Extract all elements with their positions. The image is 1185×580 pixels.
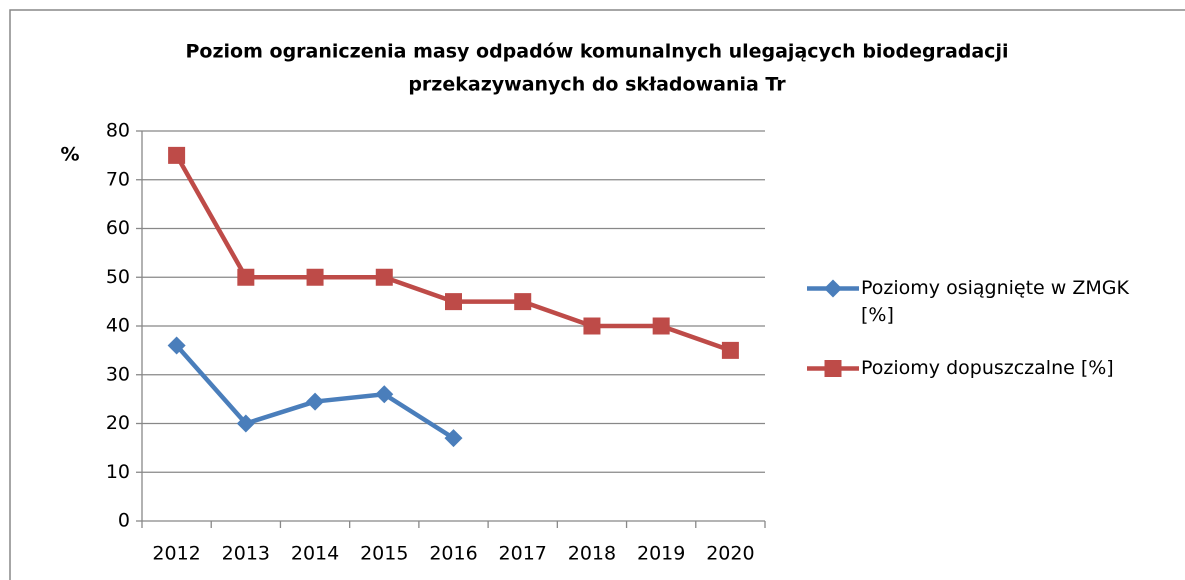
- legend-marker: [824, 279, 842, 298]
- data-point: [236, 414, 255, 433]
- data-point: [445, 293, 462, 311]
- x-tick-label: 2014: [291, 543, 339, 565]
- chart-title: Poziom ograniczenia masy odpadów komunal…: [186, 41, 1009, 63]
- x-tick-label: 2012: [152, 543, 200, 565]
- x-tick-label: 2018: [568, 543, 616, 565]
- x-tick-label: 2015: [360, 543, 408, 565]
- data-point: [444, 429, 463, 448]
- data-point: [375, 268, 393, 286]
- y-tick-label: 20: [106, 412, 130, 434]
- legend-entry: Poziomy osiągnięte w ZMGK [%]: [805, 275, 1165, 329]
- x-tick-label: 2019: [637, 543, 685, 565]
- y-tick-label: 70: [106, 168, 130, 190]
- data-point: [375, 385, 394, 404]
- data-point: [306, 392, 325, 411]
- data-point: [168, 146, 186, 164]
- legend-label: Poziomy osiągnięte w ZMGK [%]: [861, 277, 1129, 326]
- data-point: [306, 268, 324, 286]
- legend-marker: [824, 360, 842, 377]
- y-axis-label: %: [60, 144, 79, 166]
- legend-label: Poziomy dopuszczalne [%]: [861, 357, 1114, 379]
- series-line: [174, 344, 455, 441]
- data-point: [652, 317, 670, 335]
- x-tick-label: 2017: [499, 543, 547, 565]
- legend-swatch: [807, 360, 859, 377]
- y-tick-label: 10: [106, 461, 130, 483]
- y-tick-label: 50: [106, 266, 130, 288]
- legend-entry: Poziomy dopuszczalne [%]: [805, 355, 1165, 382]
- data-point: [583, 317, 601, 335]
- y-tick-label: 60: [106, 217, 130, 239]
- chart-title: przekazywanych do składowania Tr: [408, 74, 786, 96]
- y-tick-label: 0: [118, 510, 130, 532]
- x-tick-label: 2013: [222, 543, 270, 565]
- y-tick-label: 40: [106, 315, 130, 337]
- x-tick-label: 2020: [706, 543, 754, 565]
- x-tick-label: 2016: [429, 543, 477, 565]
- data-point: [514, 293, 532, 311]
- data-point: [167, 336, 186, 355]
- y-tick-label: 30: [106, 363, 130, 385]
- data-point: [237, 268, 255, 286]
- data-point: [721, 341, 739, 359]
- chart-border: [9, 9, 1185, 580]
- series-line: [174, 154, 732, 353]
- legend-swatch: [807, 279, 859, 298]
- y-tick-label: 80: [106, 120, 130, 142]
